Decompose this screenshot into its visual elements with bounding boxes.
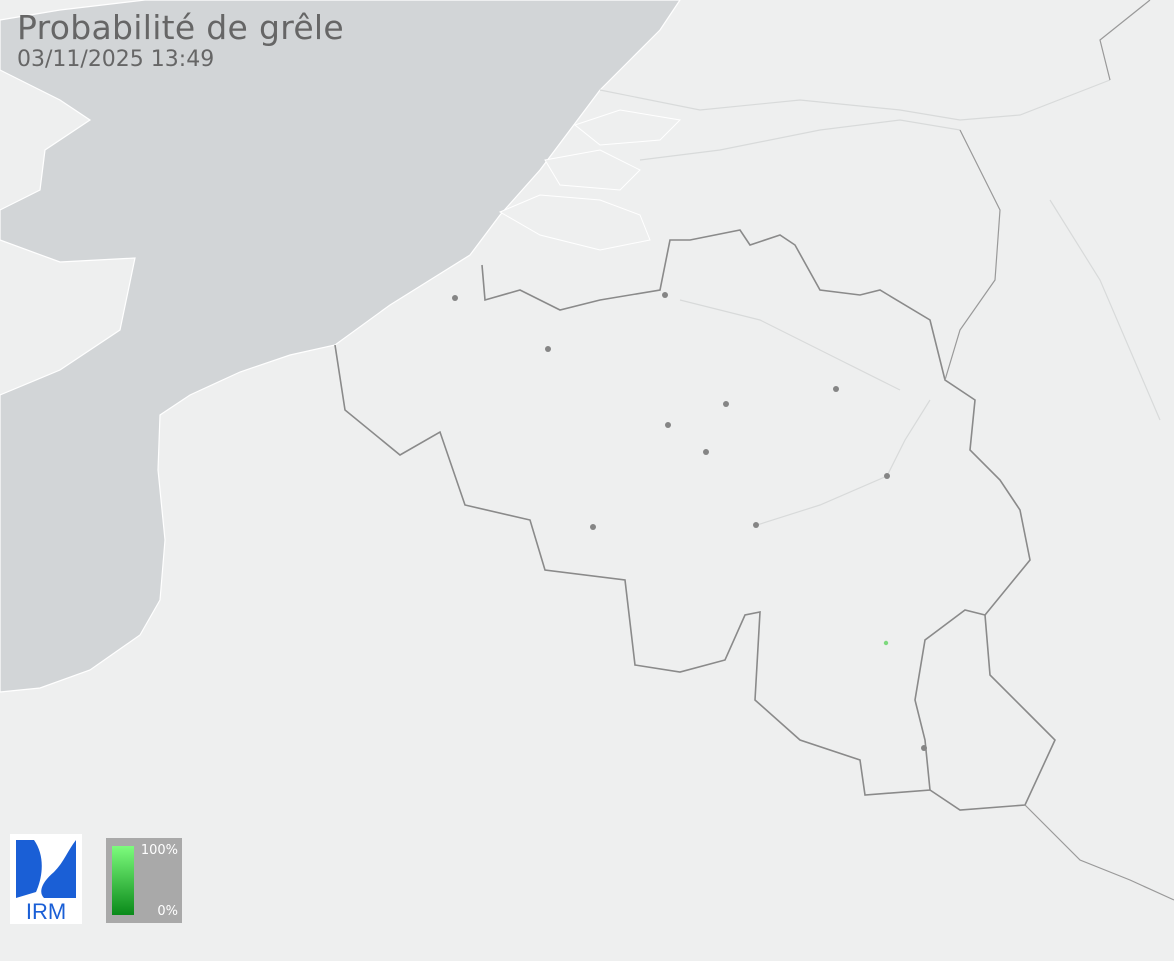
irm-logo-icon: IRM [16, 840, 76, 924]
map-timestamp: 03/11/2025 13:49 [17, 47, 215, 72]
luxembourg-border [929, 614, 1056, 811]
city-dot [833, 386, 839, 392]
estuary-islands [498, 109, 682, 251]
city-markers [452, 292, 927, 751]
city-dot [921, 745, 927, 751]
legend-color-bar [112, 846, 134, 915]
hail-cell [883, 640, 889, 646]
probability-legend: 100% 0% [106, 838, 182, 923]
map-title: Probabilité de grêle [17, 8, 345, 47]
city-dot [452, 295, 458, 301]
city-dot [662, 292, 668, 298]
sea [0, 0, 681, 693]
city-dot [665, 422, 671, 428]
legend-max-label: 100% [140, 843, 178, 858]
germany-border [944, 0, 1174, 901]
legend-min-label: 0% [157, 904, 178, 919]
rivers [599, 79, 1161, 526]
city-dot [753, 522, 759, 528]
svg-text:IRM: IRM [26, 899, 66, 924]
city-dot [723, 401, 729, 407]
city-dot [703, 449, 709, 455]
city-dot [884, 473, 890, 479]
irm-logo: IRM [10, 834, 82, 924]
city-dot [545, 346, 551, 352]
city-dot [590, 524, 596, 530]
